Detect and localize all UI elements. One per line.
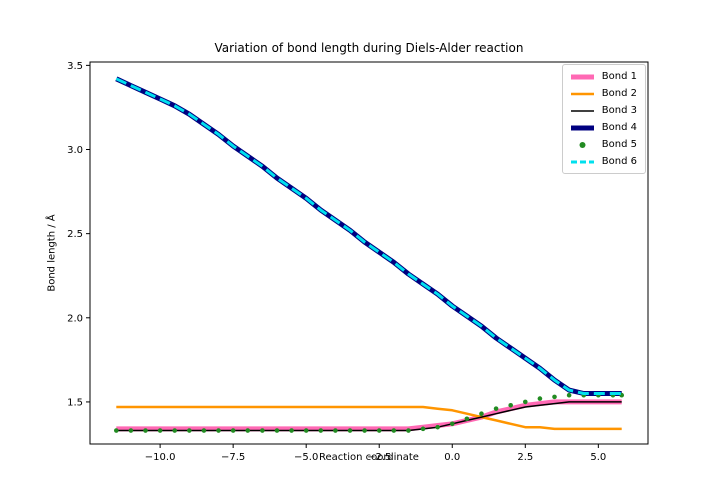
- x-axis-label: Reaction coordinate: [319, 452, 419, 463]
- legend-label-bond-4: Bond 4: [601, 122, 637, 133]
- legend-swatch-bond-6: [569, 155, 596, 169]
- legend-item-bond-5: Bond 5: [569, 137, 637, 152]
- svg-text:1.5: 1.5: [67, 397, 83, 408]
- legend-label-bond-6: Bond 6: [601, 156, 637, 167]
- legend-item-bond-2: Bond 2: [569, 86, 637, 101]
- legend-label-bond-2: Bond 2: [601, 88, 637, 99]
- svg-text:3.0: 3.0: [67, 145, 83, 156]
- legend-swatch-bond-1: [569, 70, 596, 84]
- chart-title: Variation of bond length during Diels-Al…: [214, 41, 524, 55]
- svg-text:2.5: 2.5: [517, 452, 533, 463]
- svg-text:−2.5: −2.5: [367, 452, 391, 463]
- legend-label-bond-1: Bond 1: [601, 71, 637, 82]
- legend-swatch-bond-2: [569, 87, 596, 101]
- svg-text:2.5: 2.5: [67, 229, 83, 240]
- legend-item-bond-1: Bond 1: [569, 69, 637, 84]
- svg-text:2.0: 2.0: [67, 313, 83, 324]
- legend-swatch-bond-4: [569, 121, 596, 135]
- svg-text:3.5: 3.5: [67, 61, 83, 72]
- legend-label-bond-5: Bond 5: [601, 139, 637, 150]
- legend-swatch-bond-3: [569, 104, 596, 118]
- legend-swatch-bond-5: [569, 138, 596, 152]
- svg-text:5.0: 5.0: [590, 452, 606, 463]
- legend-label-bond-3: Bond 3: [601, 105, 637, 116]
- svg-text:−5.0: −5.0: [294, 452, 318, 463]
- legend-item-bond-6: Bond 6: [569, 154, 637, 169]
- svg-text:−7.5: −7.5: [221, 452, 245, 463]
- legend-item-bond-4: Bond 4: [569, 120, 637, 135]
- legend-item-bond-3: Bond 3: [569, 103, 637, 118]
- legend: Bond 1 Bond 2 Bond 3 Bond 4 Bond 5 Bond …: [561, 64, 646, 174]
- y-axis-label: Bond length / Å: [46, 214, 58, 292]
- svg-text:0.0: 0.0: [444, 452, 460, 463]
- svg-text:−10.0: −10.0: [145, 452, 176, 463]
